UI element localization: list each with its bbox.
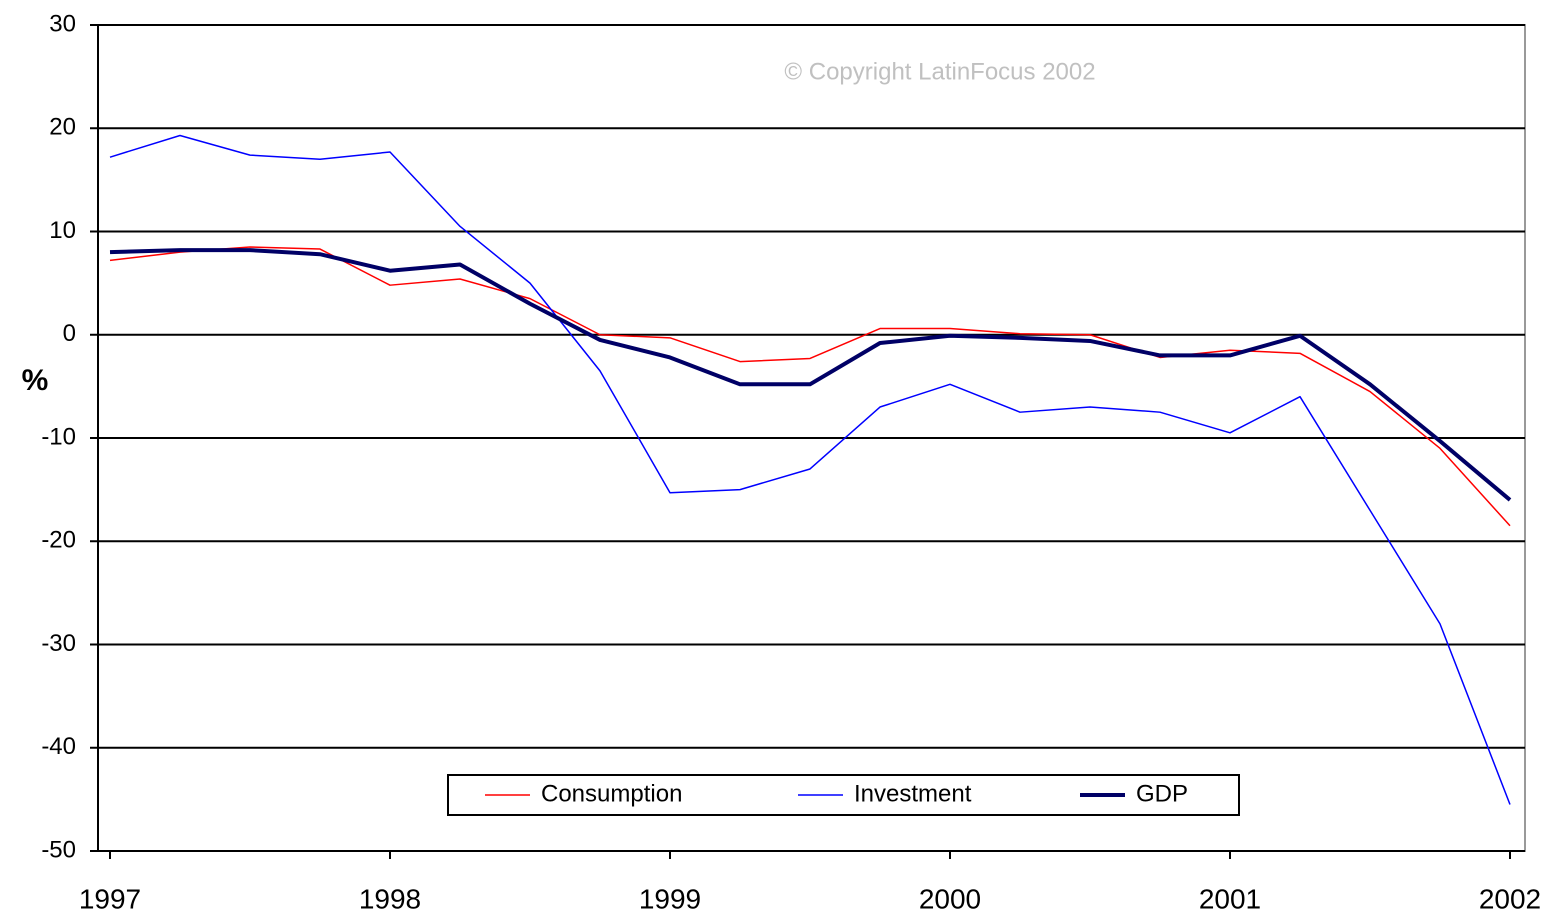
y-tick-label: 0 <box>63 320 76 347</box>
y-tick-label: 20 <box>49 114 76 141</box>
line-series <box>109 248 1512 502</box>
x-tick-label: 1998 <box>359 883 421 914</box>
line-series <box>109 134 1511 805</box>
y-axis-label: % <box>22 364 49 397</box>
legend-label: Consumption <box>541 780 682 807</box>
y-tick-label: -10 <box>41 423 76 450</box>
y-tick-label: 30 <box>49 10 76 37</box>
x-tick-label: 2002 <box>1479 883 1541 914</box>
y-tick-label: -30 <box>41 630 76 657</box>
y-tick-label: -20 <box>41 527 76 554</box>
y-tick-label: -40 <box>41 733 76 760</box>
legend-label: GDP <box>1136 780 1188 807</box>
annotation: © Copyright LatinFocus 2002 <box>784 58 1095 85</box>
x-tick-label: 2001 <box>1199 883 1261 914</box>
x-tick-label: 1997 <box>79 883 141 914</box>
y-tick-label: -50 <box>41 836 76 863</box>
x-tick-label: 2000 <box>919 883 981 914</box>
x-tick-label: 1999 <box>639 883 701 914</box>
legend-label: Investment <box>854 780 972 807</box>
y-tick-label: 10 <box>49 217 76 244</box>
